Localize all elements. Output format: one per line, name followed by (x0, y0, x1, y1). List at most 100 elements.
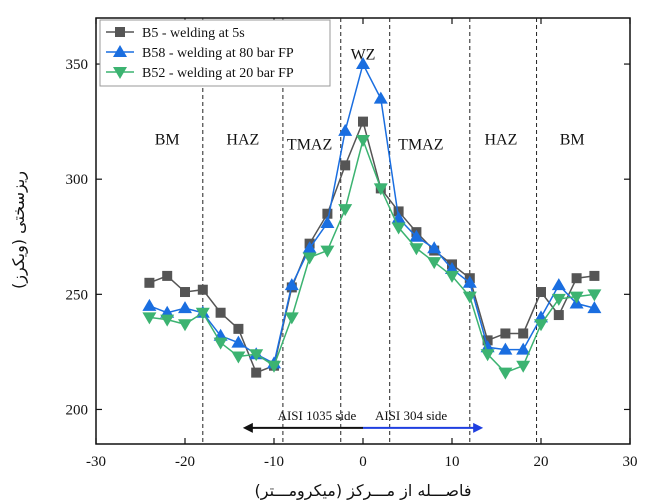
data-point (589, 270, 600, 281)
zone-label: HAZ (226, 132, 259, 149)
y-tick-label: 250 (66, 287, 89, 303)
side-arrows: AISI 1035 side AISI 304 side (242, 408, 484, 433)
data-point (536, 287, 546, 298)
y-tick-label: 350 (66, 57, 89, 73)
data-point (249, 349, 264, 362)
data-point (462, 275, 477, 288)
x-tick-label: 10 (445, 454, 460, 470)
data-point (215, 307, 226, 318)
data-point (427, 257, 442, 270)
data-point (142, 298, 157, 311)
data-point (409, 243, 424, 256)
zone-labels: BM HAZ TMAZ WZ TMAZ HAZ BM (155, 46, 585, 153)
zone-label: WZ (351, 46, 376, 63)
data-point (180, 287, 190, 298)
data-point (373, 91, 388, 104)
data-point (284, 278, 299, 291)
data-point (142, 312, 157, 325)
data-point (320, 215, 335, 228)
zone-label: BM (155, 132, 180, 149)
data-point (569, 291, 584, 304)
legend-label: B52 - welding at 20 bar FP (142, 66, 294, 81)
x-tick-label: 30 (623, 454, 638, 470)
series-line (149, 61, 595, 365)
data-point (197, 284, 208, 295)
legend-label: B58 - welding at 80 bar FP (142, 46, 294, 61)
data-point (409, 229, 424, 242)
data-point (340, 160, 351, 171)
data-point (178, 301, 192, 314)
data-point (587, 289, 602, 302)
side-label: AISI 304 side (375, 408, 447, 423)
side-arrow-head (473, 422, 484, 433)
y-axis: 200 250 300 350 (66, 57, 630, 418)
data-point (231, 351, 246, 364)
x-tick-label: -20 (175, 454, 195, 470)
x-axis-title: فاصـــله از مـــرکز (میکرومـــتر) (255, 481, 472, 501)
data-point (320, 245, 335, 258)
data-point (338, 204, 353, 217)
data-point (445, 270, 459, 283)
legend: B5 - welding at 5s B58 - welding at 80 ba… (99, 19, 331, 87)
side-arrow-head (242, 422, 253, 433)
data-point (587, 301, 602, 314)
data-point (233, 323, 244, 334)
x-tick-label: -10 (264, 454, 284, 470)
data-point (516, 360, 531, 373)
y-tick-label: 300 (66, 172, 89, 188)
x-tick-label: 20 (534, 454, 549, 470)
data-point (231, 335, 246, 348)
data-point (498, 342, 513, 355)
data-point (267, 360, 281, 373)
data-point (551, 278, 566, 291)
data-point (373, 183, 388, 196)
data-point (500, 328, 511, 339)
zone-label: TMAZ (287, 136, 332, 153)
x-tick-label: -30 (86, 454, 106, 470)
data-point (302, 252, 317, 265)
zone-label: HAZ (485, 132, 518, 149)
x-axis: -30 -20 -10 0 10 20 30 (86, 18, 638, 470)
data-point (427, 241, 442, 254)
data-point (195, 307, 210, 320)
series-1 (144, 116, 600, 378)
data-point (162, 270, 173, 281)
data-point (534, 319, 548, 332)
legend-marker (113, 67, 127, 79)
zone-boundaries (202, 18, 538, 444)
zone-label: BM (560, 132, 585, 149)
data-point (160, 314, 175, 327)
data-point (302, 241, 317, 254)
data-point (571, 273, 582, 284)
y-tick-label: 200 (66, 402, 89, 418)
data-point (338, 123, 353, 136)
data-point (553, 310, 564, 321)
data-point (144, 277, 155, 288)
data-point (462, 291, 477, 304)
data-point (213, 337, 228, 350)
data-point (551, 293, 566, 306)
data-point (284, 312, 299, 325)
data-point (516, 342, 531, 355)
legend-label: B5 - welding at 5s (142, 26, 245, 41)
data-point (358, 116, 368, 127)
legend-box (99, 19, 331, 87)
data-point (480, 349, 495, 362)
series-2 (142, 57, 602, 369)
data-point (498, 367, 513, 380)
data-point (356, 57, 370, 70)
side-label: AISI 1035 side (278, 408, 357, 423)
legend-marker (113, 45, 127, 57)
series-3 (142, 135, 602, 380)
x-tick-label: 0 (359, 454, 367, 470)
legend-marker (115, 27, 125, 37)
y-axis-title: ریزسختی (ویکرز) (9, 171, 29, 289)
data-point (178, 319, 192, 332)
data-point (518, 328, 529, 339)
data-point (251, 367, 262, 378)
data-point (391, 222, 406, 235)
zone-label: TMAZ (398, 136, 443, 153)
series-layer (142, 57, 602, 380)
data-point (322, 208, 333, 219)
